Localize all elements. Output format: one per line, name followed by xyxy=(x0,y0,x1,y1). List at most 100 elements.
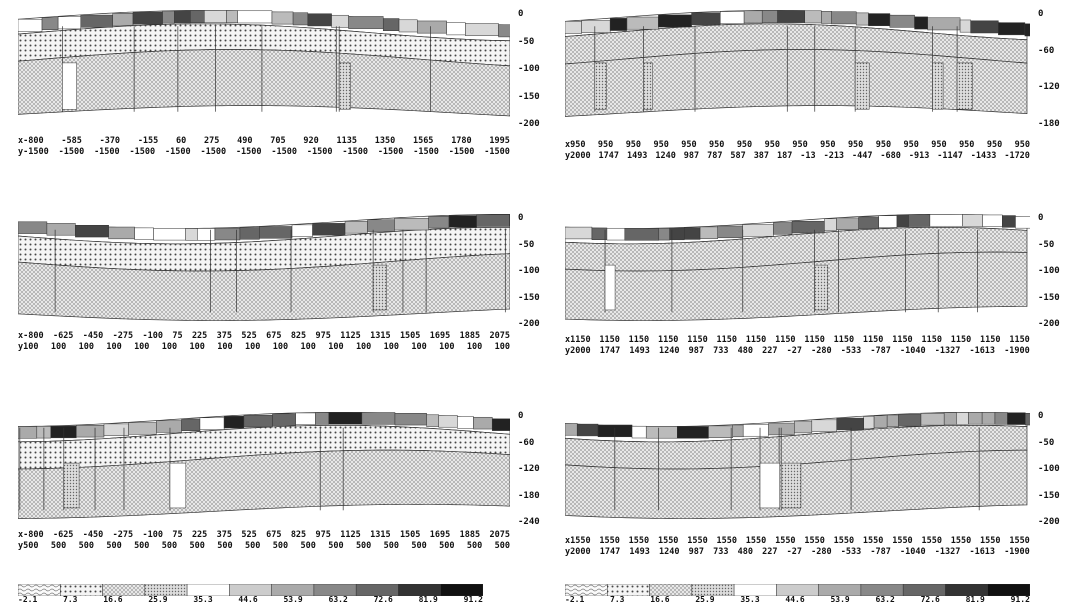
legend-label: 91.2 xyxy=(1011,595,1030,604)
coordinate-label: 950 xyxy=(709,140,724,150)
coordinate-label: 950 xyxy=(959,140,974,150)
surface-block xyxy=(368,220,395,232)
coordinate-label: 500 xyxy=(356,541,371,551)
depth-tick-label: 0 xyxy=(518,213,523,223)
coordinate-label: 1240 xyxy=(659,547,679,557)
coordinate-label: 950 xyxy=(1015,140,1030,150)
legend-label: 16.6 xyxy=(103,595,122,604)
block-fill xyxy=(760,463,780,508)
legend-label: 44.6 xyxy=(238,595,257,604)
coordinate-label: 1747 xyxy=(600,346,620,356)
surface-block xyxy=(259,226,292,238)
surface-block xyxy=(805,11,822,23)
surface-block xyxy=(154,228,186,240)
coordinate-label: -1500 xyxy=(200,147,226,157)
coordinate-label: -1327 xyxy=(935,547,961,557)
surface-block xyxy=(509,214,510,226)
color-legend: -2.17.316.625.935.344.653.963.272.681.99… xyxy=(565,581,1030,609)
coordinate-label: -1433 xyxy=(971,151,997,161)
coordinate-label: 100 xyxy=(106,342,121,352)
legend-label: 81.9 xyxy=(966,595,985,604)
coordinate-label: -100 xyxy=(142,530,162,540)
coordinate-label: 1493 xyxy=(629,346,649,356)
section-panel: 0-50-100-150-200x15501550155015501550155… xyxy=(565,410,1070,568)
surface-block xyxy=(439,415,458,427)
coordinate-label: 1315 xyxy=(370,331,390,341)
coordinate-label: 525 xyxy=(241,331,256,341)
coordinate-label: 787 xyxy=(707,151,722,161)
coordinate-label: 987 xyxy=(684,151,699,161)
coordinate-label: 950 xyxy=(820,140,835,150)
surface-block xyxy=(499,25,510,37)
surface-block xyxy=(899,414,921,426)
surface-block xyxy=(332,15,349,27)
coordinate-label: 1150 xyxy=(687,335,707,345)
block-fill xyxy=(855,63,869,109)
cross-section xyxy=(565,410,1030,528)
depth-tick-label: -100 xyxy=(1038,464,1060,474)
coordinate-label: 1150 xyxy=(1009,335,1029,345)
coordinate-label: 1747 xyxy=(599,151,619,161)
surface-block xyxy=(995,413,1008,425)
coordinate-label: -1500 xyxy=(130,147,156,157)
coordinate-label: -1500 xyxy=(94,147,120,157)
surface-block xyxy=(565,21,582,33)
surface-block xyxy=(908,215,929,227)
surface-block xyxy=(197,228,215,240)
depth-tick-label: 0 xyxy=(518,411,523,421)
surface-block xyxy=(879,216,897,228)
coordinate-label: 1505 xyxy=(400,331,420,341)
surface-block xyxy=(296,413,316,425)
surface-block xyxy=(272,12,293,24)
depth-tick-label: -180 xyxy=(1038,119,1060,129)
surface-block xyxy=(345,221,367,233)
coordinate-label: 975 xyxy=(316,530,331,540)
surface-block xyxy=(394,218,428,230)
x-row-labels: x-800-625-450-275-1007522537552567582597… xyxy=(18,331,510,341)
coordinate-label: y-1500 xyxy=(18,147,49,157)
surface-block xyxy=(492,419,510,431)
coordinate-label: 1550 xyxy=(629,536,649,546)
surface-block xyxy=(708,426,732,438)
surface-block xyxy=(577,424,598,436)
coordinate-label: 1550 xyxy=(834,536,854,546)
surface-block xyxy=(897,215,909,227)
coordinate-label: 100 xyxy=(162,342,177,352)
coordinate-label: 500 xyxy=(245,541,260,551)
coordinate-label: 2075 xyxy=(489,331,509,341)
legend-label: 44.6 xyxy=(785,595,804,604)
cross-section xyxy=(18,410,510,528)
surface-block xyxy=(308,14,332,26)
coordinate-label: -913 xyxy=(909,151,929,161)
surface-block xyxy=(868,14,889,26)
coordinate-label: 987 xyxy=(689,547,704,557)
coordinate-label: 500 xyxy=(162,541,177,551)
coordinate-label: -585 xyxy=(61,136,81,146)
depth-tick-label: -180 xyxy=(518,491,540,501)
surface-block xyxy=(610,18,627,30)
surface-block xyxy=(684,228,700,240)
coordinate-label: 500 xyxy=(79,541,94,551)
coordinate-label: 1150 xyxy=(863,335,883,345)
coordinate-label: 1550 xyxy=(746,536,766,546)
coordinate-label: 500 xyxy=(439,541,454,551)
surface-block xyxy=(646,426,677,438)
coordinate-label: 1550 xyxy=(951,536,971,546)
surface-block xyxy=(135,228,154,240)
surface-block xyxy=(457,416,473,428)
coordinate-label: 1125 xyxy=(340,331,360,341)
coordinate-label: -533 xyxy=(841,346,861,356)
surface-block xyxy=(856,13,868,25)
surface-block xyxy=(859,217,879,229)
legend-label: 7.3 xyxy=(63,595,77,604)
coordinate-label: -1500 xyxy=(449,147,475,157)
coordinate-label: 1695 xyxy=(430,331,450,341)
surface-block xyxy=(429,216,449,228)
legend-label: 72.6 xyxy=(374,595,393,604)
coordinate-label: -680 xyxy=(880,151,900,161)
coordinate-label: 1125 xyxy=(340,530,360,540)
surface-block xyxy=(915,17,928,29)
